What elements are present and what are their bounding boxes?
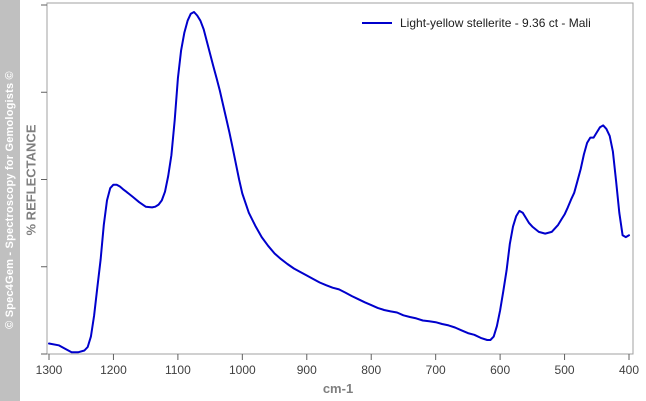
x-tick-label: 1300 [36, 363, 63, 377]
x-tick-label: 800 [361, 363, 381, 377]
x-tick-label: 1200 [100, 363, 127, 377]
plot-frame [46, 2, 634, 355]
x-tick-label: 700 [426, 363, 446, 377]
x-tick-label: 400 [619, 363, 639, 377]
watermark-banner: © Spec4Gem - Spectroscopy for Gemologist… [0, 0, 20, 401]
x-tick-label: 1000 [229, 363, 256, 377]
series-line [48, 11, 630, 354]
legend-entry: Light-yellow stellerite - 9.36 ct - Mali [400, 16, 591, 30]
y-ticks [41, 4, 47, 355]
legend: Light-yellow stellerite - 9.36 ct - Mali [362, 16, 591, 30]
x-tick-label: 600 [490, 363, 510, 377]
x-ticks: 1300 1200 1100 1000 900 800 700 600 500 400 [36, 354, 639, 377]
x-tick-label: 1100 [165, 363, 191, 377]
x-tick-label: 900 [297, 363, 317, 377]
x-axis-label: cm-1 [322, 381, 354, 396]
x-tick-label: 500 [555, 363, 575, 377]
